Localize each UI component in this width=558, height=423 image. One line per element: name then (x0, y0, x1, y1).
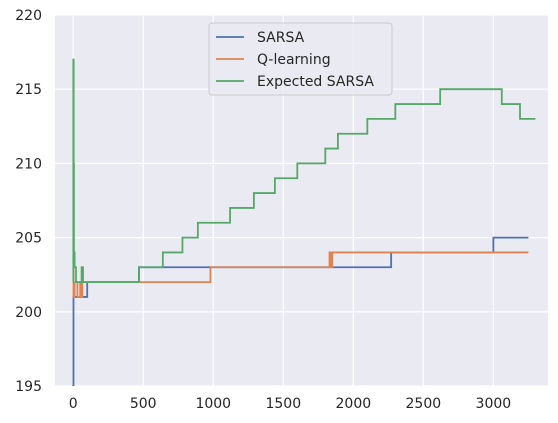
x-tick-label: 1500 (265, 396, 301, 412)
legend-label: Q-learning (257, 52, 331, 68)
y-tick-label: 200 (15, 305, 42, 321)
x-tick-label: 1000 (195, 396, 231, 412)
legend-label: Expected SARSA (257, 74, 374, 90)
legend: SARSA Q-learning Expected SARSA (208, 22, 393, 96)
y-tick-label: 195 (15, 379, 42, 395)
x-tick-label: 2000 (336, 396, 372, 412)
y-tick-label: 220 (15, 8, 42, 24)
x-axis-ticks: 0 500 1000 1500 2000 2500 3000 (69, 396, 511, 412)
y-tick-label: 215 (15, 82, 42, 98)
y-axis-ticks: 195 200 205 210 215 220 (15, 8, 42, 395)
series-line-expected-sarsa (72, 58, 536, 284)
x-tick-label: 0 (69, 396, 78, 412)
y-tick-label: 210 (15, 156, 42, 172)
x-tick-label: 500 (130, 396, 157, 412)
legend-label: SARSA (257, 30, 305, 46)
x-tick-label: 3000 (476, 396, 512, 412)
x-tick-label: 2500 (406, 396, 442, 412)
legend-box (208, 22, 393, 96)
y-tick-label: 205 (15, 231, 42, 247)
series-lines (72, 58, 536, 386)
